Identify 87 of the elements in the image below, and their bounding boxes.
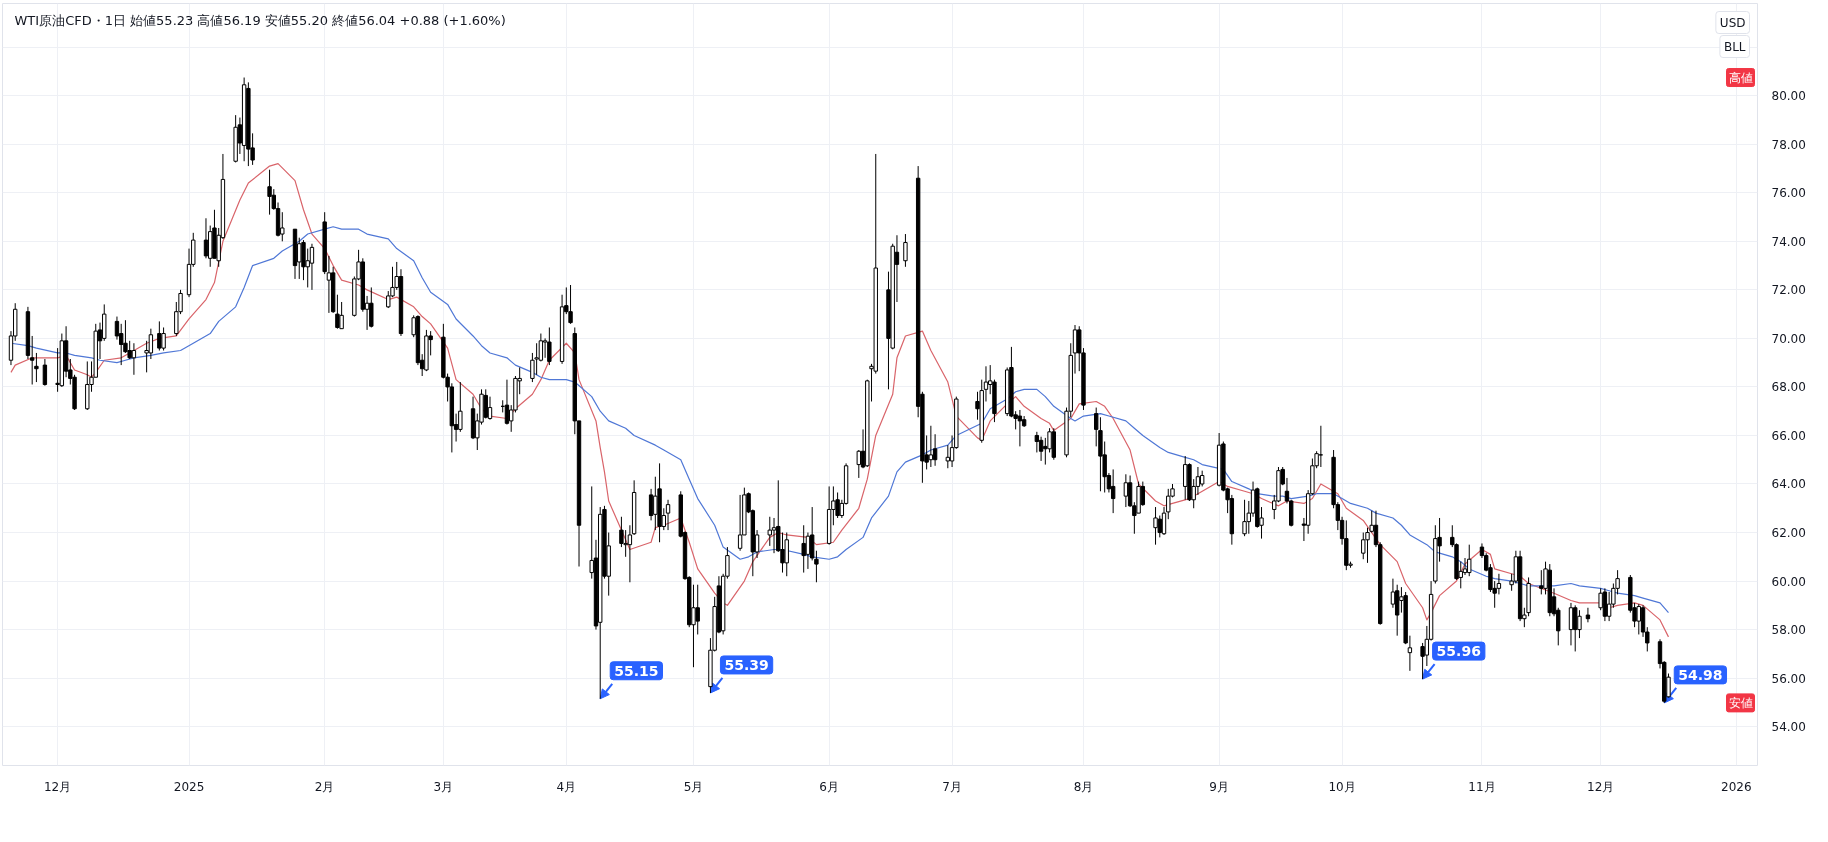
candlestick — [131, 342, 137, 376]
candlestick — [1110, 468, 1116, 514]
candlestick — [148, 328, 154, 360]
y-tick-label: 64.00 — [1771, 477, 1806, 492]
x-tick-label: 11月 — [1468, 779, 1496, 794]
candlestick — [309, 243, 315, 291]
annotation: 安値 — [1728, 695, 1753, 710]
candlestick — [42, 358, 48, 387]
candlestick — [1606, 591, 1612, 622]
x-tick-label: 12月 — [43, 779, 72, 794]
candlestick — [487, 396, 493, 421]
y-tick-label: 62.00 — [1771, 526, 1806, 541]
x-tick-label: 5月 — [683, 779, 704, 794]
x-tick-label: 12月 — [1587, 779, 1615, 794]
candlestick — [538, 333, 544, 362]
candlestick — [784, 532, 789, 577]
candlestick — [1123, 473, 1129, 508]
y-tick-label: 76.00 — [1771, 186, 1806, 201]
candlestick — [1038, 436, 1044, 462]
candlestick — [114, 316, 120, 341]
candlestick — [161, 326, 166, 352]
candlestick — [648, 488, 654, 521]
y-tick-label: 54.00 — [1771, 720, 1806, 735]
candlestick — [568, 284, 573, 325]
candlestick — [1577, 609, 1582, 639]
annotation: 55.15 — [614, 662, 659, 679]
y-tick-label: 58.00 — [1771, 623, 1806, 638]
x-tick-label: 2月 — [314, 779, 335, 794]
annotation: BLL — [1723, 39, 1746, 54]
candlestick — [653, 476, 658, 531]
candlestick — [504, 379, 510, 426]
text: WTI原油CFD・1日 始値55.23 高値56.19 安値55.20 終値56.04 +0.88 (+1.60%) — [14, 12, 506, 28]
candlestick — [695, 584, 700, 635]
candlestick — [1242, 499, 1247, 537]
candlestick — [1462, 557, 1468, 576]
candlestick — [737, 494, 743, 552]
candlestick — [771, 517, 777, 554]
y-tick-label: 66.00 — [1771, 428, 1806, 443]
x-tick-label: 6月 — [819, 779, 839, 794]
candlestick — [542, 337, 548, 359]
y-tick-label: 74.00 — [1771, 234, 1806, 249]
candlestick — [801, 524, 806, 574]
x-tick-label: 8月 — [1073, 779, 1094, 794]
candlestick — [1496, 573, 1502, 595]
x-tick-label: 4月 — [556, 779, 577, 794]
y-tick-label: 72.00 — [1771, 283, 1806, 298]
candlestick — [483, 388, 488, 419]
candlestick — [1568, 602, 1574, 646]
annotation: USD — [1719, 15, 1746, 30]
candlestick — [335, 294, 340, 330]
candlestick — [369, 286, 374, 328]
candlestick — [1467, 544, 1472, 577]
annotation: 54.98 — [1678, 666, 1723, 683]
candlestick — [903, 233, 908, 268]
candlestick — [1539, 569, 1544, 595]
candlestick — [267, 169, 272, 216]
y-tick-label: 56.00 — [1771, 671, 1806, 686]
x-tick-label: 2026 — [1721, 779, 1752, 794]
candlestick — [547, 326, 552, 366]
candlestick — [280, 211, 285, 242]
candlestick — [928, 425, 934, 468]
candlestick — [665, 499, 671, 531]
candlestick — [945, 444, 951, 469]
annotation: 55.39 — [724, 656, 769, 673]
x-tick-label: 9月 — [1209, 779, 1229, 794]
candlestick — [1636, 603, 1641, 635]
y-tick-label: 80.00 — [1771, 89, 1806, 104]
candlestick — [1153, 506, 1158, 546]
candlestick — [805, 532, 811, 570]
x-tick-label: 2025 — [173, 779, 205, 794]
candlestick — [1573, 604, 1578, 652]
y-tick-label: 70.00 — [1771, 331, 1806, 346]
candlestick — [856, 449, 861, 479]
x-tick-label: 3月 — [433, 779, 454, 794]
candlestick — [157, 320, 162, 352]
candlestick — [1585, 607, 1591, 623]
annotation: 高値 — [1728, 70, 1753, 85]
candlestick — [203, 217, 209, 259]
annotation: 55.96 — [1436, 643, 1481, 660]
line-series — [10, 163, 1670, 638]
y-tick-label: 68.00 — [1771, 380, 1806, 395]
x-tick-label: 7月 — [942, 779, 962, 794]
candlestick — [1361, 532, 1366, 560]
y-tick-label: 78.00 — [1771, 137, 1806, 152]
x-tick-label: 10月 — [1328, 779, 1356, 794]
y-tick-label: 60.00 — [1771, 574, 1806, 589]
line-series — [10, 226, 1670, 614]
